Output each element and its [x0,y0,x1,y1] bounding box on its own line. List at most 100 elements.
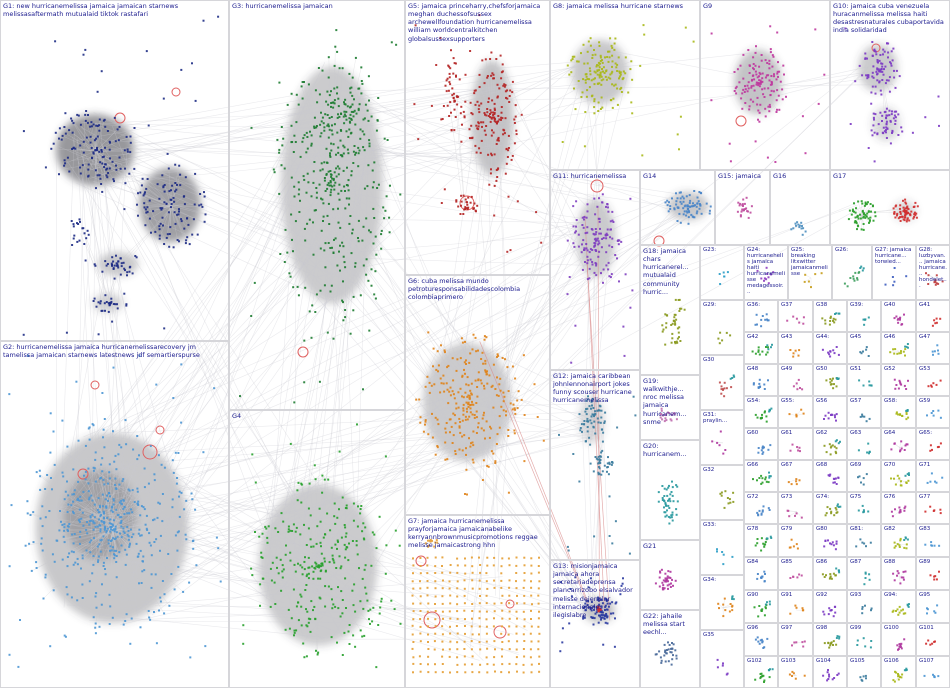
group-panel-g47[interactable]: G47 [916,332,950,364]
group-panel-g60[interactable]: G60 [744,428,778,460]
group-panel-g52[interactable]: G52 [881,364,916,396]
group-panel-g29[interactable]: G29: [700,300,744,355]
group-panel-g16[interactable]: G16 [770,170,830,245]
group-panel-g7[interactable]: G7: jamaica hurricanemelissa prayforjama… [405,515,550,688]
group-panel-g61[interactable]: G61 [778,428,813,460]
group-panel-g82[interactable]: G82 [881,524,916,557]
group-panel-g55[interactable]: G55: [778,396,813,428]
group-panel-g101[interactable]: G101 [916,623,950,656]
group-panel-g9[interactable]: G9 [700,0,830,170]
group-panel-g24[interactable]: G24: hurricanehells jamaica haiti hurric… [744,245,788,300]
group-panel-g80[interactable]: G80 [813,524,847,557]
group-panel-g49[interactable]: G49 [778,364,813,396]
group-panel-g31[interactable]: G31: praylin... [700,410,744,465]
group-panel-g12[interactable]: G12: jamaica caribbean johnlennonairport… [550,370,640,560]
group-panel-g2[interactable]: G2: hurricanemelissa jamaica hurricaneme… [0,341,229,688]
group-panel-g45[interactable]: G45 [847,332,881,364]
group-panel-g21[interactable]: G21 [640,540,700,610]
group-panel-g37[interactable]: G37 [778,300,813,332]
group-panel-g30[interactable]: G30 [700,355,744,410]
group-panel-g59[interactable]: G59 [916,396,950,428]
group-panel-g98[interactable]: G98 [813,623,847,656]
group-panel-g64[interactable]: G64 [881,428,916,460]
group-panel-g44[interactable]: G44: [813,332,847,364]
group-panel-g93[interactable]: G93 [847,590,881,623]
group-panel-g58[interactable]: G58: [881,396,916,428]
group-panel-g70[interactable]: G70 [881,460,916,492]
group-panel-g43[interactable]: G43 [778,332,813,364]
group-panel-g96[interactable]: G96 [744,623,778,656]
group-panel-g105[interactable]: G105 [847,656,881,688]
group-panel-g88[interactable]: G88 [881,557,916,590]
group-panel-g90[interactable]: G90 [744,590,778,623]
group-panel-g71[interactable]: G71 [916,460,950,492]
group-panel-g65[interactable]: G65: [916,428,950,460]
group-panel-g68[interactable]: G68 [813,460,847,492]
group-panel-g1[interactable]: G1: new hurricanemelissa jamaica jamaica… [0,0,229,341]
group-panel-g18[interactable]: G18: jamaica chars hurricanerel... mutua… [640,245,700,375]
group-panel-g4[interactable]: G4 [229,410,405,688]
group-panel-g76[interactable]: G76 [881,492,916,524]
group-panel-g66[interactable]: G66 [744,460,778,492]
group-panel-g48[interactable]: G48 [744,364,778,396]
group-panel-g51[interactable]: G51 [847,364,881,396]
group-panel-g84[interactable]: G84 [744,557,778,590]
group-panel-g34[interactable]: G34: [700,575,744,630]
group-panel-g11[interactable]: G11: hurricanemelissa [550,170,640,370]
group-panel-g107[interactable]: G107 [916,656,950,688]
group-panel-g69[interactable]: G69 [847,460,881,492]
group-panel-g13[interactable]: G13: misionjamaica jamaica ahora secreta… [550,560,640,688]
group-panel-g27[interactable]: G27: jamaica hurricane... torwied... [872,245,916,300]
group-panel-g87[interactable]: G87 [847,557,881,590]
group-panel-g35[interactable]: G35 [700,630,744,688]
group-panel-g3[interactable]: G3: hurricanemelissa jamaican [229,0,405,410]
group-panel-g100[interactable]: G100 [881,623,916,656]
group-panel-g5[interactable]: G5: jamaica princeharry,chefsforjamaica … [405,0,550,275]
group-panel-g94[interactable]: G94: [881,590,916,623]
group-panel-g62[interactable]: G62 [813,428,847,460]
group-panel-g103[interactable]: G103 [778,656,813,688]
group-panel-g8[interactable]: G8: jamaica melissa hurricane starnews [550,0,700,170]
group-panel-g50[interactable]: G50 [813,364,847,396]
group-panel-g95[interactable]: G95 [916,590,950,623]
group-panel-g99[interactable]: G99 [847,623,881,656]
group-panel-g89[interactable]: G89 [916,557,950,590]
group-panel-g14[interactable]: G14 [640,170,715,245]
group-panel-g41[interactable]: G41 [916,300,950,332]
group-panel-g53[interactable]: G53 [916,364,950,396]
group-panel-g32[interactable]: G32 [700,465,744,520]
group-panel-g33[interactable]: G33: [700,520,744,575]
group-panel-g42[interactable]: G42 [744,332,778,364]
group-panel-g25[interactable]: G25: breaking litxwitter jamaicanmelisse [788,245,832,300]
group-panel-g19[interactable]: G19: walkwithje... nroc melissa jamaica … [640,375,700,440]
group-panel-g26[interactable]: G26: [832,245,872,300]
group-panel-g91[interactable]: G91 [778,590,813,623]
group-panel-g79[interactable]: G79 [778,524,813,557]
group-panel-g57[interactable]: G57 [847,396,881,428]
group-panel-g36[interactable]: G36: [744,300,778,332]
group-panel-g78[interactable]: G78 [744,524,778,557]
group-panel-g102[interactable]: G102 [744,656,778,688]
group-panel-g97[interactable]: G97 [778,623,813,656]
group-panel-g23[interactable]: G23: [700,245,744,300]
group-panel-g106[interactable]: G106 [881,656,916,688]
group-panel-g83[interactable]: G83 [916,524,950,557]
group-panel-g20[interactable]: G20: hurricanem... [640,440,700,540]
group-panel-g28[interactable]: G28: luzbyvan... jamaica hurricane... ho… [916,245,950,300]
group-panel-g75[interactable]: G75 [847,492,881,524]
group-panel-g40[interactable]: G40 [881,300,916,332]
group-panel-g38[interactable]: G38 [813,300,847,332]
group-panel-g81[interactable]: G81: [847,524,881,557]
group-panel-g6[interactable]: G6: cuba melissa mundo petroturesponsabi… [405,275,550,515]
group-panel-g54[interactable]: G54: [744,396,778,428]
group-panel-g104[interactable]: G104 [813,656,847,688]
group-panel-g56[interactable]: G56 [813,396,847,428]
group-panel-g67[interactable]: G67 [778,460,813,492]
group-panel-g92[interactable]: G92 [813,590,847,623]
group-panel-g22[interactable]: G22: jahaile melissa start eechl... [640,610,700,688]
group-panel-g63[interactable]: G63 [847,428,881,460]
group-panel-g73[interactable]: G73 [778,492,813,524]
group-panel-g15[interactable]: G15: jamaica [715,170,770,245]
group-panel-g85[interactable]: G85 [778,557,813,590]
